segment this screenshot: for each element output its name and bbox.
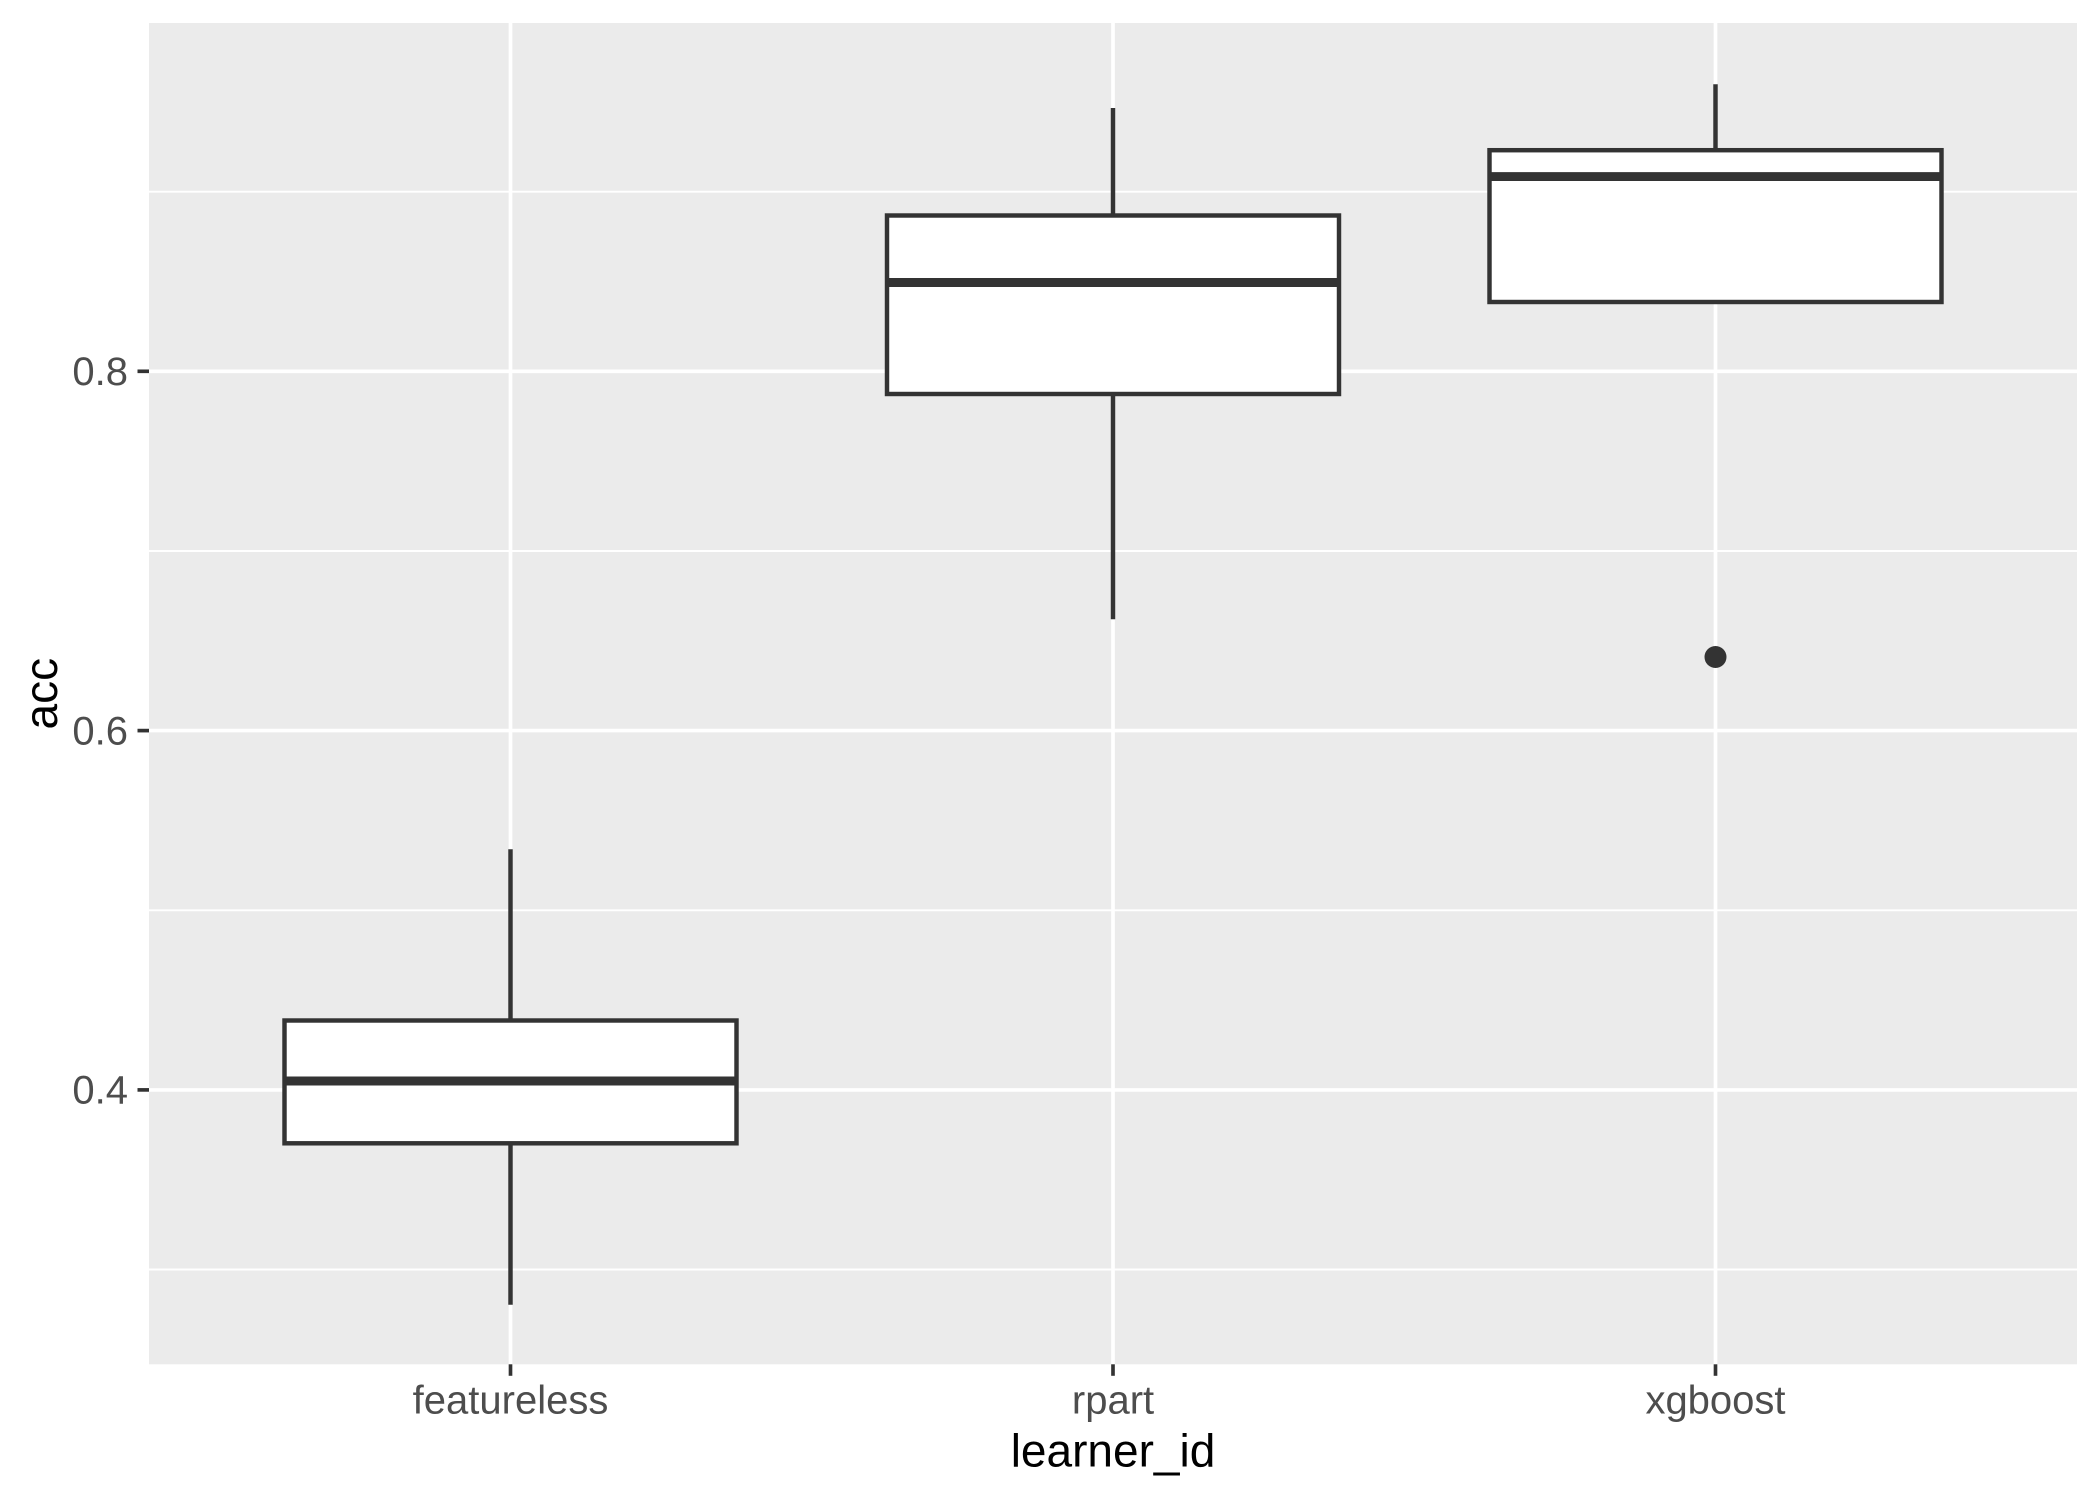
- svg-text:0.6: 0.6: [72, 709, 128, 753]
- svg-text:xgboost: xgboost: [1645, 1379, 1785, 1423]
- svg-text:acc: acc: [15, 658, 67, 730]
- svg-text:0.4: 0.4: [72, 1069, 128, 1113]
- svg-text:rpart: rpart: [1072, 1379, 1154, 1423]
- svg-text:featureless: featureless: [413, 1379, 609, 1423]
- svg-text:learner_id: learner_id: [1011, 1425, 1216, 1477]
- svg-text:0.8: 0.8: [72, 350, 128, 394]
